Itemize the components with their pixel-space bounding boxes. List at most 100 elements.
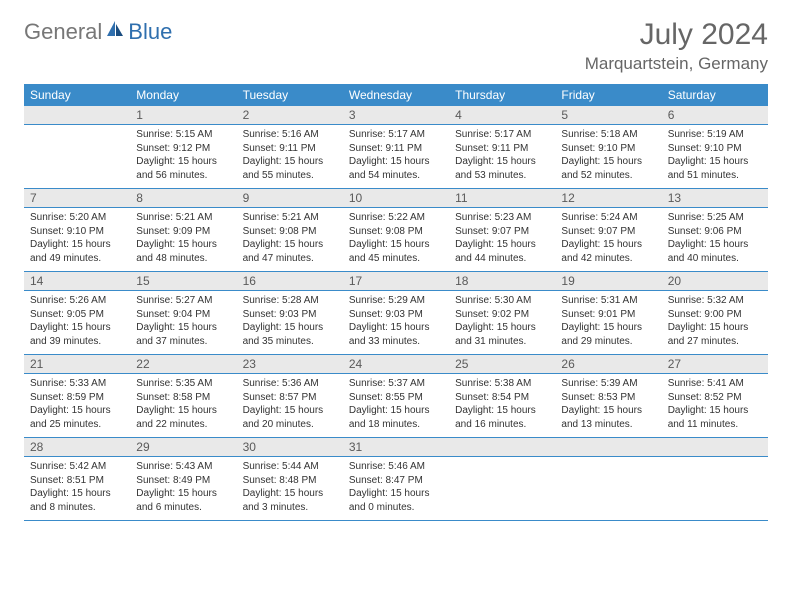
- day-number-cell: 8: [130, 189, 236, 208]
- title-block: July 2024 Marquartstein, Germany: [585, 18, 768, 74]
- day-detail-cell: Sunrise: 5:29 AMSunset: 9:03 PMDaylight:…: [343, 291, 449, 355]
- day-detail-cell: Sunrise: 5:38 AMSunset: 8:54 PMDaylight:…: [449, 374, 555, 438]
- day-detail-cell: Sunrise: 5:27 AMSunset: 9:04 PMDaylight:…: [130, 291, 236, 355]
- day-detail-cell: Sunrise: 5:24 AMSunset: 9:07 PMDaylight:…: [555, 208, 661, 272]
- day-detail: Sunrise: 5:21 AMSunset: 9:09 PMDaylight:…: [130, 208, 236, 271]
- day-detail: Sunrise: 5:44 AMSunset: 8:48 PMDaylight:…: [237, 457, 343, 520]
- day-number: 15: [130, 272, 236, 290]
- day-detail: Sunrise: 5:35 AMSunset: 8:58 PMDaylight:…: [130, 374, 236, 437]
- day-number: 14: [24, 272, 130, 290]
- day-number-cell: 18: [449, 272, 555, 291]
- calendar-head: SundayMondayTuesdayWednesdayThursdayFrid…: [24, 84, 768, 106]
- day-detail: Sunrise: 5:25 AMSunset: 9:06 PMDaylight:…: [662, 208, 768, 271]
- day-number-cell: 21: [24, 355, 130, 374]
- day-number-cell: 2: [237, 106, 343, 125]
- day-detail-cell: Sunrise: 5:32 AMSunset: 9:00 PMDaylight:…: [662, 291, 768, 355]
- day-number: 22: [130, 355, 236, 373]
- day-number-cell: 15: [130, 272, 236, 291]
- day-number: 25: [449, 355, 555, 373]
- day-number: 18: [449, 272, 555, 290]
- day-number: 16: [237, 272, 343, 290]
- day-detail-cell: [449, 457, 555, 521]
- sail-icon: [104, 18, 126, 46]
- day-detail: Sunrise: 5:37 AMSunset: 8:55 PMDaylight:…: [343, 374, 449, 437]
- day-detail-cell: Sunrise: 5:41 AMSunset: 8:52 PMDaylight:…: [662, 374, 768, 438]
- day-detail: Sunrise: 5:17 AMSunset: 9:11 PMDaylight:…: [449, 125, 555, 188]
- day-detail-cell: [662, 457, 768, 521]
- day-detail-cell: Sunrise: 5:17 AMSunset: 9:11 PMDaylight:…: [343, 125, 449, 189]
- day-detail-cell: Sunrise: 5:26 AMSunset: 9:05 PMDaylight:…: [24, 291, 130, 355]
- day-detail-cell: Sunrise: 5:39 AMSunset: 8:53 PMDaylight:…: [555, 374, 661, 438]
- day-number-cell: 16: [237, 272, 343, 291]
- day-number-cell: 6: [662, 106, 768, 125]
- day-number: [662, 438, 768, 456]
- brand-text-general: General: [24, 19, 102, 45]
- day-number: 9: [237, 189, 343, 207]
- day-detail: Sunrise: 5:43 AMSunset: 8:49 PMDaylight:…: [130, 457, 236, 520]
- day-number-cell: 28: [24, 438, 130, 457]
- day-detail: [449, 457, 555, 511]
- day-number: 28: [24, 438, 130, 456]
- day-number-cell: 25: [449, 355, 555, 374]
- day-number: 4: [449, 106, 555, 124]
- day-number-cell: 23: [237, 355, 343, 374]
- day-detail-cell: Sunrise: 5:30 AMSunset: 9:02 PMDaylight:…: [449, 291, 555, 355]
- day-detail: Sunrise: 5:32 AMSunset: 9:00 PMDaylight:…: [662, 291, 768, 354]
- day-number: 6: [662, 106, 768, 124]
- weekday-header: Wednesday: [343, 84, 449, 106]
- day-number: 3: [343, 106, 449, 124]
- day-detail-cell: Sunrise: 5:43 AMSunset: 8:49 PMDaylight:…: [130, 457, 236, 521]
- day-detail-cell: Sunrise: 5:33 AMSunset: 8:59 PMDaylight:…: [24, 374, 130, 438]
- day-detail-cell: Sunrise: 5:21 AMSunset: 9:08 PMDaylight:…: [237, 208, 343, 272]
- day-number-cell: 30: [237, 438, 343, 457]
- day-number: 26: [555, 355, 661, 373]
- day-detail-cell: Sunrise: 5:23 AMSunset: 9:07 PMDaylight:…: [449, 208, 555, 272]
- weekday-header: Thursday: [449, 84, 555, 106]
- day-number-cell: 29: [130, 438, 236, 457]
- day-number-cell: [449, 438, 555, 457]
- day-detail-cell: Sunrise: 5:15 AMSunset: 9:12 PMDaylight:…: [130, 125, 236, 189]
- day-detail: Sunrise: 5:36 AMSunset: 8:57 PMDaylight:…: [237, 374, 343, 437]
- day-number: 12: [555, 189, 661, 207]
- day-detail: Sunrise: 5:26 AMSunset: 9:05 PMDaylight:…: [24, 291, 130, 354]
- weekday-header: Sunday: [24, 84, 130, 106]
- day-detail: Sunrise: 5:30 AMSunset: 9:02 PMDaylight:…: [449, 291, 555, 354]
- day-number-cell: 5: [555, 106, 661, 125]
- day-detail: Sunrise: 5:15 AMSunset: 9:12 PMDaylight:…: [130, 125, 236, 188]
- day-number-cell: 10: [343, 189, 449, 208]
- day-detail-cell: Sunrise: 5:42 AMSunset: 8:51 PMDaylight:…: [24, 457, 130, 521]
- day-detail: Sunrise: 5:31 AMSunset: 9:01 PMDaylight:…: [555, 291, 661, 354]
- day-detail: Sunrise: 5:24 AMSunset: 9:07 PMDaylight:…: [555, 208, 661, 271]
- day-number: 17: [343, 272, 449, 290]
- day-number: 27: [662, 355, 768, 373]
- day-detail-cell: Sunrise: 5:19 AMSunset: 9:10 PMDaylight:…: [662, 125, 768, 189]
- day-number-cell: 20: [662, 272, 768, 291]
- page-header: General Blue July 2024 Marquartstein, Ge…: [24, 18, 768, 74]
- day-number-cell: 1: [130, 106, 236, 125]
- day-number: 21: [24, 355, 130, 373]
- day-detail-cell: Sunrise: 5:18 AMSunset: 9:10 PMDaylight:…: [555, 125, 661, 189]
- day-number: 2: [237, 106, 343, 124]
- day-detail: [662, 457, 768, 511]
- day-number-cell: [555, 438, 661, 457]
- day-number-cell: 4: [449, 106, 555, 125]
- day-detail: Sunrise: 5:41 AMSunset: 8:52 PMDaylight:…: [662, 374, 768, 437]
- day-detail: Sunrise: 5:17 AMSunset: 9:11 PMDaylight:…: [343, 125, 449, 188]
- day-number-cell: 26: [555, 355, 661, 374]
- day-detail-cell: Sunrise: 5:28 AMSunset: 9:03 PMDaylight:…: [237, 291, 343, 355]
- day-detail-cell: Sunrise: 5:22 AMSunset: 9:08 PMDaylight:…: [343, 208, 449, 272]
- day-detail: Sunrise: 5:46 AMSunset: 8:47 PMDaylight:…: [343, 457, 449, 520]
- day-number: 1: [130, 106, 236, 124]
- day-number-cell: 24: [343, 355, 449, 374]
- day-number-cell: 11: [449, 189, 555, 208]
- weekday-header: Saturday: [662, 84, 768, 106]
- day-detail: Sunrise: 5:29 AMSunset: 9:03 PMDaylight:…: [343, 291, 449, 354]
- day-number-cell: 3: [343, 106, 449, 125]
- day-detail: [555, 457, 661, 511]
- day-detail-cell: [555, 457, 661, 521]
- day-detail: [24, 125, 130, 179]
- day-number-cell: [662, 438, 768, 457]
- day-detail-cell: Sunrise: 5:20 AMSunset: 9:10 PMDaylight:…: [24, 208, 130, 272]
- day-detail-cell: Sunrise: 5:46 AMSunset: 8:47 PMDaylight:…: [343, 457, 449, 521]
- day-number: 8: [130, 189, 236, 207]
